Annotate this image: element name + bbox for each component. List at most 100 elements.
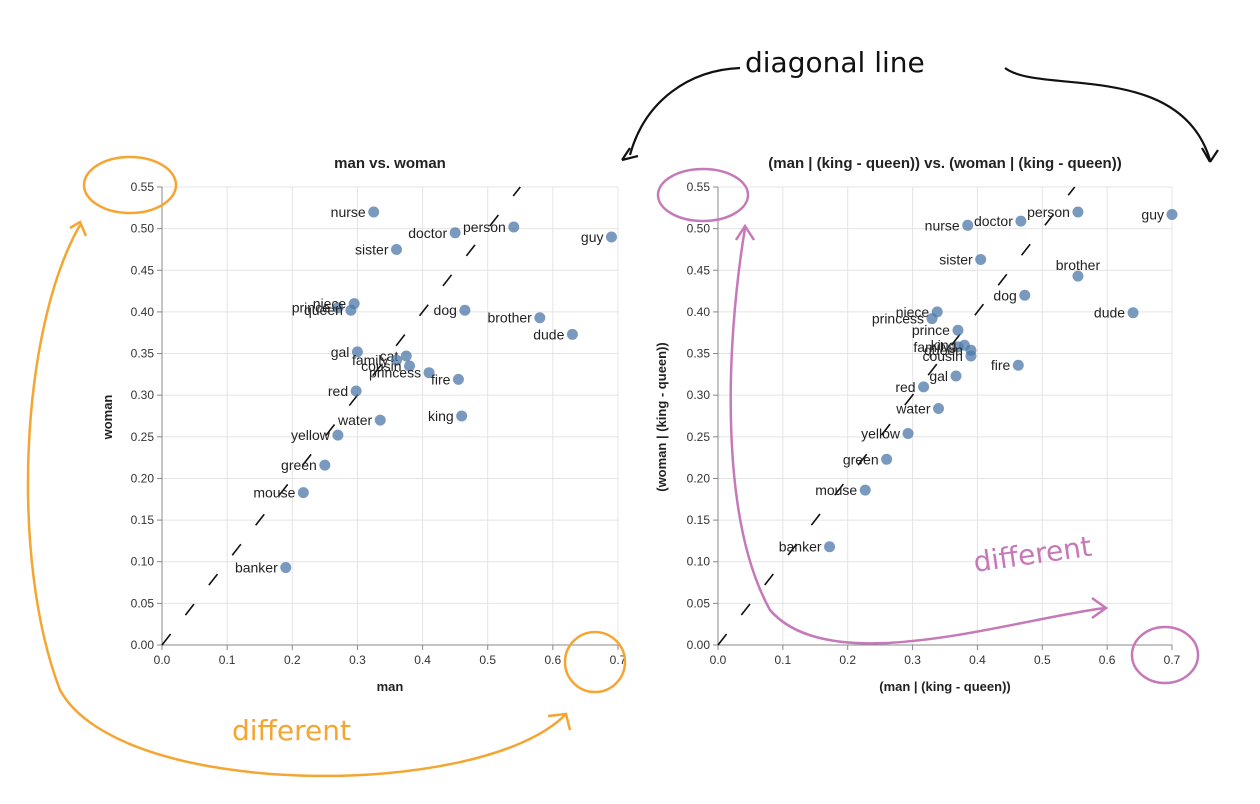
- data-label: family: [352, 352, 389, 368]
- y-tick-label: 0.10: [131, 555, 155, 569]
- x-tick-label: 0.6: [545, 653, 562, 667]
- data-label: princess: [369, 365, 421, 381]
- y-tick-label: 0.30: [687, 388, 711, 402]
- data-label: banker: [779, 539, 822, 555]
- data-label: doctor: [408, 225, 447, 241]
- purple-circle-ymax: [656, 167, 750, 223]
- y-tick-label: 0.35: [687, 347, 711, 361]
- data-label: cousin: [361, 358, 401, 374]
- data-point: [933, 403, 945, 415]
- arrowhead-right-icon: [1201, 147, 1219, 163]
- annotation-different-right: different: [971, 530, 1093, 579]
- data-point: [1015, 215, 1027, 227]
- chart-projected: (man | (king - queen)) vs. (woman | (kin…: [654, 155, 1181, 694]
- y-tick-label: 0.45: [131, 263, 155, 277]
- data-point: [297, 487, 309, 499]
- y-tick-label: 0.45: [687, 263, 711, 277]
- data-point: [1012, 359, 1024, 371]
- data-label: gal: [331, 344, 350, 360]
- data-label: person: [463, 219, 506, 235]
- data-label: dude: [533, 326, 564, 342]
- data-label: mouse: [253, 485, 295, 501]
- orange-arrow: [26, 224, 566, 778]
- data-point: [351, 346, 363, 358]
- arrowhead-left-icon: [621, 147, 639, 162]
- y-tick-label: 0.40: [131, 305, 155, 319]
- data-label: fire: [991, 357, 1011, 373]
- x-tick-label: 0.2: [284, 653, 301, 667]
- y-tick-label: 0.25: [131, 430, 155, 444]
- data-point: [280, 562, 292, 574]
- data-point: [508, 221, 520, 233]
- y-tick-label: 0.55: [687, 180, 711, 194]
- data-label: gal: [929, 368, 948, 384]
- purple-circle-xmax: [1130, 625, 1200, 685]
- data-label: doctor: [974, 213, 1013, 229]
- y-tick-label: 0.00: [131, 638, 155, 652]
- data-label: green: [281, 457, 317, 473]
- y-tick-label: 0.05: [131, 596, 155, 610]
- data-point: [374, 414, 386, 426]
- data-label: family: [913, 339, 950, 355]
- data-label: mouse: [815, 482, 857, 498]
- data-point: [423, 367, 435, 379]
- data-label: brother: [1056, 257, 1101, 273]
- data-point: [332, 302, 344, 314]
- data-label: sister: [355, 241, 389, 257]
- x-tick-label: 0.3: [349, 653, 366, 667]
- data-point: [332, 429, 344, 441]
- y-axis-title: woman: [100, 395, 115, 441]
- orange-circle-xmax: [563, 630, 627, 694]
- y-tick-label: 0.15: [131, 513, 155, 527]
- data-label: red: [895, 379, 915, 395]
- y-tick-label: 0.40: [687, 305, 711, 319]
- data-point: [566, 328, 578, 340]
- chart-title: (man | (king - queen)) vs. (woman | (kin…: [768, 155, 1121, 172]
- orange-arrowhead-icon: [69, 220, 88, 237]
- data-point: [345, 304, 357, 316]
- data-label: water: [337, 412, 373, 428]
- x-tick-label: 0.0: [710, 653, 727, 667]
- data-label: dog: [434, 302, 457, 318]
- y-tick-label: 0.30: [131, 388, 155, 402]
- data-point: [534, 312, 546, 324]
- x-axis-title: (man | (king - queen)): [879, 679, 1010, 694]
- data-label: dog: [993, 287, 1016, 303]
- arrow-curve-left: [628, 66, 741, 156]
- data-label: king: [931, 337, 957, 353]
- data-point: [319, 459, 331, 471]
- x-tick-label: 0.2: [839, 653, 856, 667]
- data-point: [975, 253, 987, 265]
- annotation-diagonal-line: diagonal line: [745, 46, 925, 79]
- arrow-curve-right: [1004, 67, 1212, 161]
- y-tick-label: 0.05: [687, 596, 711, 610]
- data-point: [391, 354, 403, 366]
- data-point: [368, 206, 380, 218]
- y-tick-label: 0.00: [687, 638, 711, 652]
- x-tick-label: 0.6: [1099, 653, 1116, 667]
- orange-arrowhead-icon: [547, 712, 572, 731]
- purple-arrow: [729, 227, 1106, 645]
- chart-title: man vs. woman: [334, 155, 446, 172]
- data-label: brother: [487, 310, 532, 326]
- y-tick-label: 0.50: [687, 222, 711, 236]
- data-point: [459, 304, 471, 316]
- data-point: [452, 373, 464, 385]
- data-label: green: [843, 451, 879, 467]
- x-axis-title: man: [377, 679, 404, 694]
- data-point: [404, 360, 416, 372]
- data-label: queen: [924, 342, 963, 358]
- data-label: guy: [1141, 206, 1164, 222]
- data-point: [605, 231, 617, 243]
- data-point: [962, 219, 974, 231]
- data-point: [824, 541, 836, 553]
- grid: [161, 186, 619, 646]
- data-label: person: [1027, 204, 1070, 220]
- x-tick-label: 0.4: [414, 653, 431, 667]
- y-tick-label: 0.20: [687, 471, 711, 485]
- data-label: niece: [896, 304, 930, 320]
- data-label: sister: [939, 251, 973, 267]
- y-axis-title: (woman | (king - queen)): [654, 342, 669, 492]
- data-point: [950, 370, 962, 382]
- x-tick-label: 0.0: [154, 653, 171, 667]
